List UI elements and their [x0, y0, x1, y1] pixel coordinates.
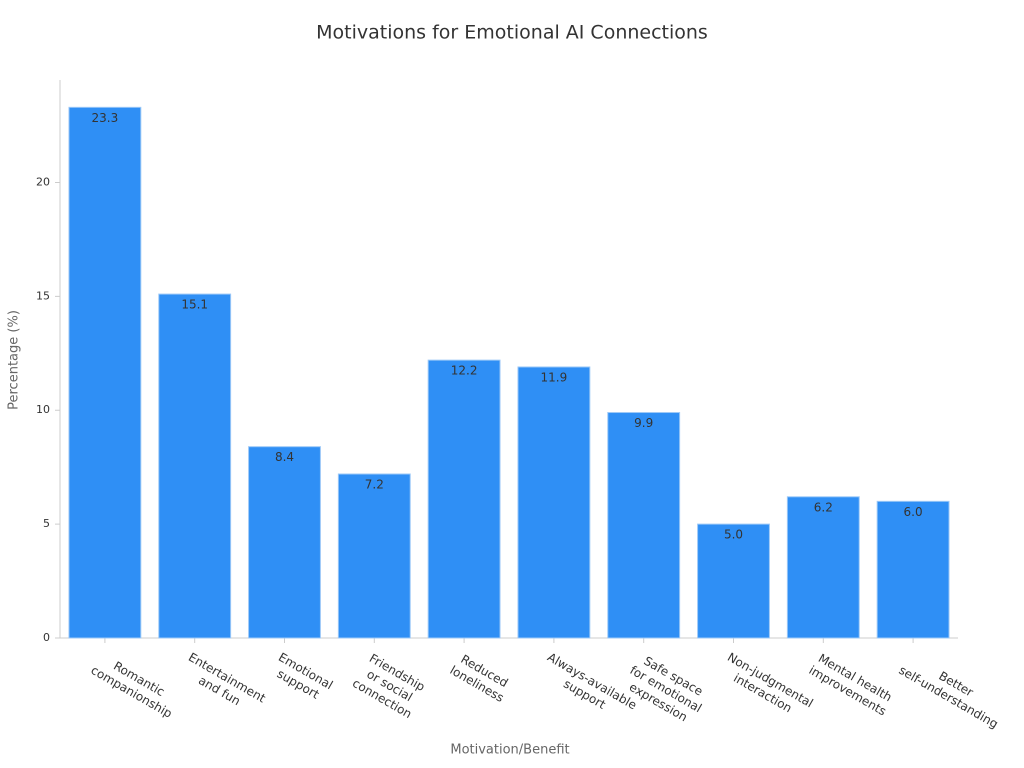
- y-tick-label: 0: [43, 631, 50, 644]
- bar: [68, 106, 142, 639]
- bar: [337, 473, 411, 639]
- value-label: 6.0: [904, 505, 923, 519]
- bar: [158, 293, 232, 639]
- value-label: 8.4: [275, 450, 294, 464]
- bar: [786, 496, 860, 639]
- y-tick-label: 5: [43, 517, 50, 530]
- value-label: 11.9: [541, 370, 568, 384]
- bar: [517, 366, 591, 639]
- bar: [427, 359, 501, 639]
- chart-title: Motivations for Emotional AI Connections: [316, 22, 708, 44]
- y-tick-label: 10: [36, 403, 50, 416]
- y-tick-label: 20: [36, 175, 50, 188]
- value-label: 23.3: [92, 111, 119, 125]
- bar: [697, 523, 770, 639]
- y-tick-label: 15: [36, 289, 50, 302]
- value-label: 5.0: [724, 528, 743, 542]
- bar: [607, 412, 681, 639]
- value-label: 7.2: [365, 478, 384, 492]
- bar: [876, 500, 950, 639]
- value-label: 12.2: [451, 364, 478, 378]
- value-label: 15.1: [181, 298, 208, 312]
- value-label: 6.2: [814, 500, 833, 514]
- x-axis-label: Motivation/Benefit: [450, 743, 569, 758]
- y-axis-label: Percentage (%): [7, 310, 22, 410]
- value-label: 9.9: [634, 416, 653, 430]
- bar: [248, 446, 321, 639]
